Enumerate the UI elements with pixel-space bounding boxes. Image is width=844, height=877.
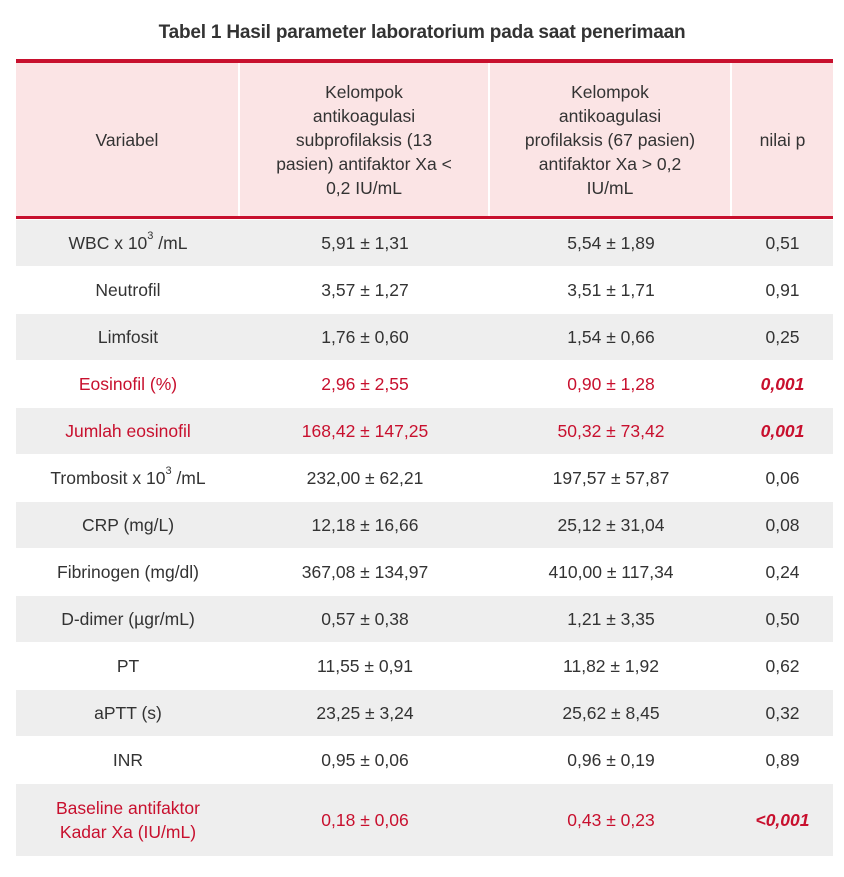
p-value: 0,62 [765, 656, 800, 676]
subprophylaxis-value: 0,57 ± 0,38 [321, 609, 409, 629]
p-value: 0,89 [765, 750, 800, 770]
table-row-highlighted: Baseline antifaktor Kadar Xa (IU/mL) 0,1… [16, 783, 833, 856]
variable-cell: aPTT (s) [94, 703, 162, 723]
table-title: Tabel 1 Hasil parameter laboratorium pad… [158, 22, 686, 43]
table-row-highlighted: Eosinofil (%) 2,96 ± 2,55 0,90 ± 1,28 0,… [16, 360, 833, 407]
prophylaxis-value: 0,90 ± 1,28 [567, 374, 655, 394]
variable-cell: CRP (mg/L) [81, 515, 175, 535]
variable-cell: Neutrofil [95, 280, 161, 300]
subprophylaxis-value: 232,00 ± 62,21 [306, 468, 424, 488]
header-variable: Variabel [16, 63, 240, 216]
p-value: 0,91 [765, 280, 800, 300]
subprophylaxis-value: 11,55 ± 0,91 [317, 656, 413, 676]
table-row: Limfosit 1,76 ± 0,60 1,54 ± 0,66 0,25 [16, 313, 833, 360]
header-subprophylaxis-group: Kelompok antikoagulasi subprofilaksis (1… [240, 63, 490, 216]
variable-cell: INR [112, 750, 144, 770]
variable-cell: Limfosit [97, 327, 159, 347]
table-row: aPTT (s) 23,25 ± 3,24 25,62 ± 8,45 0,32 [16, 689, 833, 736]
table-row: Trombosit x 103 /mL 232,00 ± 62,21 197,5… [16, 454, 833, 501]
prophylaxis-value: 0,43 ± 0,23 [567, 810, 655, 830]
prophylaxis-value: 197,57 ± 57,87 [552, 468, 670, 488]
prophylaxis-value: 50,32 ± 73,42 [557, 421, 665, 441]
prophylaxis-value: 11,82 ± 1,92 [563, 656, 659, 676]
prophylaxis-value: 410,00 ± 117,34 [548, 562, 674, 582]
subprophylaxis-value: 3,57 ± 1,27 [321, 280, 409, 300]
subprophylaxis-value: 168,42 ± 147,25 [301, 421, 429, 441]
prophylaxis-value: 1,21 ± 3,35 [567, 609, 655, 629]
lab-results-table: Variabel Kelompok antikoagulasi subprofi… [16, 59, 833, 856]
prophylaxis-value: 25,12 ± 31,04 [557, 515, 665, 535]
subprophylaxis-value: 12,18 ± 16,66 [311, 515, 419, 535]
variable-cell: D-dimer (µgr/mL) [61, 609, 195, 629]
variable-cell: Eosinofil (%) [78, 374, 178, 394]
table-row: D-dimer (µgr/mL) 0,57 ± 0,38 1,21 ± 3,35… [16, 595, 833, 642]
prophylaxis-value: 5,54 ± 1,89 [567, 233, 655, 253]
p-value-significant: 0,001 [760, 421, 805, 441]
variable-cell: WBC x 103 /mL [68, 230, 188, 253]
table-row: CRP (mg/L) 12,18 ± 16,66 25,12 ± 31,04 0… [16, 501, 833, 548]
p-value: 0,25 [765, 327, 800, 347]
variable-cell: Fibrinogen (mg/dl) [57, 562, 199, 582]
prophylaxis-value: 1,54 ± 0,66 [567, 327, 655, 347]
subprophylaxis-value: 367,08 ± 134,97 [301, 562, 429, 582]
table-row: WBC x 103 /mL 5,91 ± 1,31 5,54 ± 1,89 0,… [16, 219, 833, 266]
table-header-row: Variabel Kelompok antikoagulasi subprofi… [16, 63, 833, 219]
variable-cell: PT [116, 656, 140, 676]
subprophylaxis-value: 5,91 ± 1,31 [321, 233, 409, 253]
variable-cell: Jumlah eosinofil [65, 421, 191, 441]
prophylaxis-value: 0,96 ± 0,19 [567, 750, 655, 770]
p-value-significant: <0,001 [755, 810, 810, 830]
variable-cell: Trombosit x 103 /mL [50, 465, 206, 488]
table-row: Neutrofil 3,57 ± 1,27 3,51 ± 1,71 0,91 [16, 266, 833, 313]
subprophylaxis-value: 1,76 ± 0,60 [321, 327, 409, 347]
subprophylaxis-value: 0,18 ± 0,06 [321, 810, 409, 830]
table-row: INR 0,95 ± 0,06 0,96 ± 0,19 0,89 [16, 736, 833, 783]
subprophylaxis-value: 23,25 ± 3,24 [316, 703, 414, 723]
header-prophylaxis-group: Kelompok antikoagulasi profilaksis (67 p… [490, 63, 732, 216]
variable-cell: Baseline antifaktor Kadar Xa (IU/mL) [56, 798, 200, 842]
p-value: 0,32 [765, 703, 800, 723]
subprophylaxis-value: 0,95 ± 0,06 [321, 750, 409, 770]
prophylaxis-value: 3,51 ± 1,71 [567, 280, 655, 300]
p-value: 0,06 [765, 468, 800, 488]
subprophylaxis-value: 2,96 ± 2,55 [321, 374, 409, 394]
table-row: Fibrinogen (mg/dl) 367,08 ± 134,97 410,0… [16, 548, 833, 595]
table-row: PT 11,55 ± 0,91 11,82 ± 1,92 0,62 [16, 642, 833, 689]
p-value: 0,24 [765, 562, 800, 582]
p-value-significant: 0,001 [760, 374, 805, 394]
prophylaxis-value: 25,62 ± 8,45 [562, 703, 660, 723]
p-value: 0,51 [765, 233, 800, 253]
p-value: 0,50 [765, 609, 800, 629]
table-row-highlighted: Jumlah eosinofil 168,42 ± 147,25 50,32 ±… [16, 407, 833, 454]
header-p-value: nilai p [759, 129, 806, 150]
p-value: 0,08 [765, 515, 800, 535]
